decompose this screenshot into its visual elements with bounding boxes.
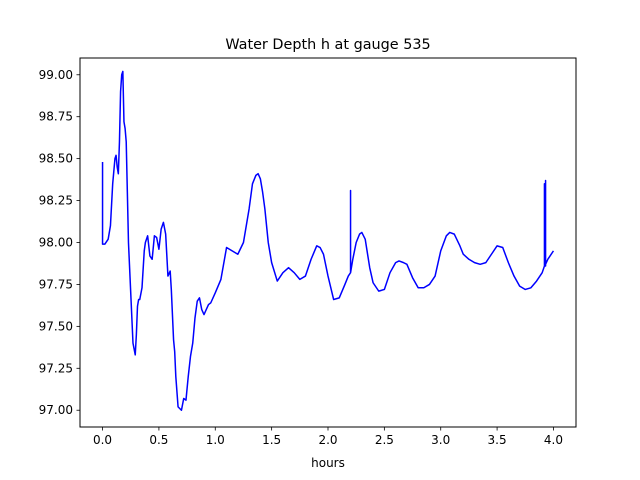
y-tick-label: 97.50 <box>39 319 73 333</box>
x-tick-label: 0.5 <box>149 433 168 447</box>
x-tick-label: 1.0 <box>206 433 225 447</box>
y-tick-label: 98.50 <box>39 152 73 166</box>
y-tick-label: 97.75 <box>39 277 73 291</box>
chart-title: Water Depth h at gauge 535 <box>225 37 430 53</box>
x-tick-label: 1.5 <box>262 433 281 447</box>
series-line-0 <box>101 70 555 411</box>
y-tick-label: 98.75 <box>39 110 73 124</box>
x-tick-label: 3.0 <box>431 433 450 447</box>
y-tick-label: 97.00 <box>39 403 73 417</box>
x-axis-label: hours <box>311 456 345 470</box>
y-tick-label: 98.25 <box>39 194 73 208</box>
y-tick-label: 99.00 <box>39 68 73 82</box>
y-tick-label: 98.00 <box>39 236 73 250</box>
x-tick-label: 2.5 <box>375 433 394 447</box>
x-tick-label: 4.0 <box>544 433 563 447</box>
x-tick-label: 0.0 <box>93 433 112 447</box>
x-tick-label: 3.5 <box>488 433 507 447</box>
y-tick-label: 97.25 <box>39 361 73 375</box>
x-tick-label: 2.0 <box>318 433 337 447</box>
